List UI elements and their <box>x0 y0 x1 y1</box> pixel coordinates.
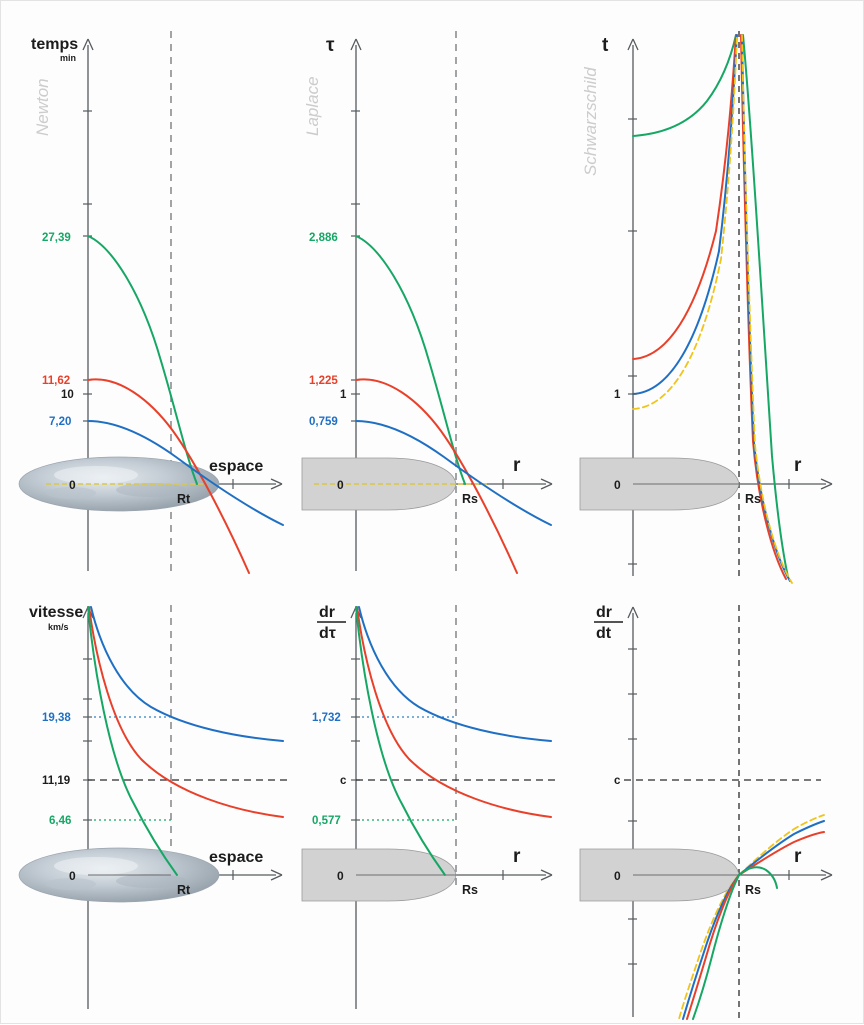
ytick-label-2: 0,577 <box>312 815 341 827</box>
curve-blue-left <box>632 34 738 395</box>
curve-blue <box>358 606 552 742</box>
y-axis-arrow <box>82 38 94 51</box>
curve-blue <box>355 420 552 526</box>
y-axis-label: t <box>602 35 609 56</box>
y-axis-label: vitesse <box>29 604 83 621</box>
marker-label-rs: Rs <box>745 883 761 897</box>
ytick-label-0: 27,39 <box>42 232 71 244</box>
y-ticks <box>351 658 360 821</box>
ytick-label-0: 1 <box>614 389 621 401</box>
curve-red <box>87 378 250 574</box>
origin-label: 0 <box>337 478 344 492</box>
marker-label-rs: Rs <box>462 492 478 506</box>
curve-yellow-left <box>632 34 738 410</box>
curve-green <box>355 606 446 876</box>
origin-label: 0 <box>614 478 621 492</box>
fraction-numerator: dr <box>319 604 335 621</box>
panel-schwarzschild-t: t Schwarzschild r Rs 0 1 <box>576 1 864 591</box>
ytick-label-0: 19,38 <box>42 712 71 724</box>
ytick-label-2: 10 <box>61 389 74 401</box>
x-axis-arrow <box>820 869 833 881</box>
ytick-label-1: 11,19 <box>42 775 70 787</box>
curve-red-left <box>632 34 737 360</box>
y-axis-fraction-label: dr dτ <box>317 604 346 642</box>
marker-label-rt: Rt <box>177 492 191 506</box>
y-axis-arrow <box>627 606 639 619</box>
ytick-label-2: 1 <box>340 389 347 401</box>
watermark-newton: Newton <box>33 78 52 136</box>
marker-label-rs: Rs <box>462 883 478 897</box>
origin-label: 0 <box>69 478 76 492</box>
y-axis-sublabel: km/s <box>48 622 69 632</box>
curve-yellow-right <box>738 814 825 876</box>
x-axis-arrow <box>540 869 553 881</box>
marker-label-rt: Rt <box>177 883 191 897</box>
curve-red-right <box>738 831 825 876</box>
ytick-label-2: 6,46 <box>49 815 71 827</box>
panel-schwarzschild-drdt: dr dt r Rs 0 c <box>576 589 864 1025</box>
curve-green <box>87 606 178 876</box>
y-axis-arrow <box>350 38 362 51</box>
ytick-label-1: 11,62 <box>42 375 70 387</box>
ytick-label-0: 2,886 <box>309 232 338 244</box>
origin-label: 0 <box>614 869 621 883</box>
ytick-label-1: c <box>340 775 347 787</box>
origin-label: 0 <box>337 869 344 883</box>
curve-yellow-right <box>741 34 793 584</box>
x-axis-label: r <box>794 846 802 867</box>
y-ticks <box>628 648 637 965</box>
panel-laplace-tau: τ Laplace r Rs 0 2,886 1,225 1 0,759 <box>288 1 588 591</box>
panel-newton-time: temps min Newton espace Rt 0 27,39 11,62… <box>1 1 301 591</box>
marker-label-rs: Rs <box>745 492 761 506</box>
origin-label: 0 <box>69 869 76 883</box>
y-axis-fraction-label: dr dt <box>594 604 623 642</box>
y-axis-label: τ <box>326 35 335 56</box>
y-axis-sublabel: min <box>60 53 76 63</box>
curve-blue <box>90 606 284 742</box>
curve-green-right <box>738 866 778 889</box>
watermark-schwarzschild: Schwarzschild <box>581 67 600 176</box>
panel-newton-velocity: vitesse km/s espace Rt 0 19,38 11,19 6,4… <box>1 589 301 1025</box>
ytick-label-0: c <box>614 775 621 787</box>
curve-green-left <box>692 874 740 1020</box>
curve-red <box>355 378 518 574</box>
curve-red-left <box>686 874 740 1020</box>
curve-blue <box>87 420 284 526</box>
ytick-label-1: 1,225 <box>309 375 338 387</box>
curve-red <box>356 606 552 818</box>
fraction-numerator: dr <box>596 604 612 621</box>
x-axis-label: espace <box>209 458 263 475</box>
ytick-label-0: 1,732 <box>312 712 341 724</box>
x-axis-arrow <box>270 869 283 881</box>
x-axis-label: espace <box>209 849 263 866</box>
y-ticks <box>628 118 637 565</box>
curve-green-right <box>742 34 789 578</box>
fraction-denominator: dt <box>596 625 612 642</box>
panel-laplace-drdtau: dr dτ r Rs 0 1,732 c 0,577 <box>288 589 588 1025</box>
y-axis-label: temps <box>31 36 78 53</box>
curve-red <box>88 606 284 818</box>
x-axis-label: r <box>513 455 521 476</box>
fraction-denominator: dτ <box>319 625 336 642</box>
ytick-label-3: 7,20 <box>49 416 71 428</box>
curve-green <box>355 235 466 485</box>
ytick-label-3: 0,759 <box>309 416 338 428</box>
curve-green-left <box>632 34 737 137</box>
x-axis-arrow <box>820 478 833 490</box>
x-axis-label: r <box>513 846 521 867</box>
watermark-laplace: Laplace <box>303 76 322 136</box>
curve-green <box>87 235 198 485</box>
curve-blue-right <box>738 820 825 876</box>
x-axis-label: r <box>794 455 802 476</box>
x-axis-arrow <box>540 478 553 490</box>
x-axis-arrow <box>270 478 283 490</box>
y-axis-arrow <box>627 38 639 51</box>
